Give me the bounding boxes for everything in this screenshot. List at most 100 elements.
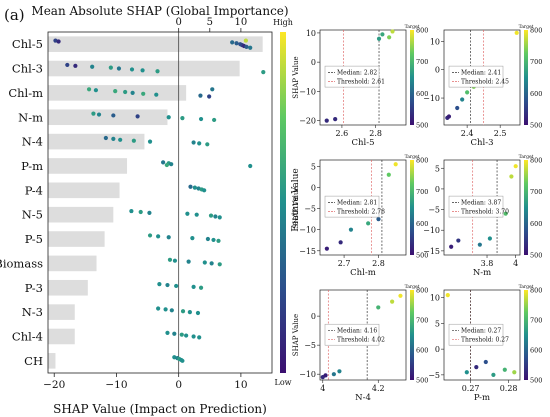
main-colorbar: [280, 32, 286, 373]
dependence-point: [487, 236, 492, 241]
shap-point: [243, 38, 248, 43]
top-tick-label: 5: [207, 17, 213, 28]
panel-colorbar-tick: 800: [416, 157, 428, 165]
x-tick-label: 0.27: [462, 384, 480, 393]
x-tick-label: 2.8: [372, 259, 385, 268]
dependence-point: [398, 293, 403, 298]
shap-point: [96, 112, 102, 117]
dependence-point: [460, 97, 465, 102]
dependence-panel-chl-m: Median: 2.81 Threshold: 2.78 2.7 2.8 −15 −10 −…: [292, 154, 428, 278]
feature-label: N-3: [22, 305, 43, 319]
shap-point: [65, 62, 70, 68]
shap-point: [180, 116, 185, 121]
shap-point: [165, 282, 170, 288]
dependence-point: [514, 30, 519, 35]
y-tick-label: −15: [423, 247, 440, 256]
shap-point: [167, 257, 173, 262]
panel-colorbar-tick: 500: [416, 377, 428, 385]
panel-y-label: SHAP Value: [292, 56, 300, 98]
panel-colorbar-title: Target: [405, 24, 420, 30]
legend-threshold-label: Threshold: 0.27: [461, 337, 509, 344]
y-tick-label: −5: [428, 206, 440, 215]
panel-colorbar-tick: 600: [530, 220, 542, 228]
top-tick-label: 10: [235, 17, 248, 28]
shap-point: [155, 69, 160, 74]
dependence-point: [348, 227, 354, 232]
shap-point: [184, 333, 189, 338]
dependence-point: [331, 372, 336, 377]
legend-box: [448, 323, 504, 346]
colorbar-low-label: Low: [275, 378, 292, 387]
importance-bar: [48, 158, 128, 174]
shap-point: [248, 163, 253, 169]
shap-point: [191, 334, 196, 339]
importance-bar: [48, 182, 120, 199]
panel-colorbar: [410, 290, 414, 380]
panel-colorbar-title: Target: [519, 284, 534, 290]
x-tick-label: −10: [105, 379, 127, 391]
dependence-point: [324, 118, 329, 123]
feature-label: Chl-4: [12, 329, 43, 343]
shap-point: [210, 87, 215, 92]
shap-point: [198, 285, 204, 290]
importance-bar: [48, 231, 105, 247]
shap-point: [118, 137, 123, 142]
shap-point: [73, 63, 78, 68]
shap-point: [209, 261, 214, 266]
dependence-point: [483, 359, 488, 365]
dependence-point: [393, 162, 398, 167]
y-tick-label: 10: [306, 29, 316, 38]
legend-threshold-label: Threshold: 2.45: [461, 79, 509, 86]
shap-point: [93, 88, 99, 93]
importance-bar: [48, 60, 240, 77]
legend-median-label: Median: 0.27: [461, 328, 501, 335]
panel-colorbar-tick: 600: [416, 220, 428, 228]
shap-point: [169, 308, 174, 313]
shap-point: [154, 92, 159, 97]
feature-label: Chl-5: [12, 37, 43, 51]
importance-bar: [48, 353, 56, 369]
shap-point: [195, 310, 201, 316]
shap-point: [129, 208, 134, 214]
feature-label: Chl-3: [12, 62, 43, 76]
feature-label: P-4: [25, 183, 43, 197]
importance-bar: [48, 36, 263, 52]
shap-point: [156, 306, 161, 311]
shap-point: [244, 44, 249, 49]
shap-point: [166, 235, 171, 240]
legend-box: [448, 195, 504, 218]
dependence-panel-n-4: Median: 4.16 Threshold: 4.02 4 4.2 −10 −5 0 N-4…: [292, 284, 428, 403]
panel-colorbar-tick: 800: [530, 27, 542, 35]
panel-colorbar-tick: 500: [530, 377, 542, 385]
importance-bar: [48, 255, 97, 272]
x-tick-label: 2.7: [338, 259, 351, 268]
shap-point: [141, 91, 146, 96]
panel-colorbar-tick: 800: [530, 157, 542, 165]
shap-point: [186, 259, 191, 264]
shap-point: [205, 236, 211, 242]
dependence-point: [512, 370, 517, 375]
colorbar-high-label: High: [273, 18, 293, 27]
x-tick-label: 0.28: [500, 384, 518, 393]
y-tick-label: 0: [435, 345, 440, 354]
shap-point: [56, 39, 61, 44]
shap-point: [166, 115, 171, 120]
shap-point: [179, 332, 184, 337]
shap-point: [174, 283, 179, 289]
dependence-point: [464, 370, 469, 375]
x-tick-label: 2.8: [369, 129, 382, 138]
panel-colorbar-tick: 500: [530, 122, 542, 130]
panel-colorbar-tick: 700: [416, 188, 428, 196]
panel-x-label: Chl-3: [471, 138, 494, 148]
dependence-point: [323, 373, 328, 378]
feature-label: N-m: [18, 110, 43, 124]
legend-box: [448, 65, 504, 88]
dependence-point: [449, 244, 454, 249]
shap-point: [129, 67, 135, 72]
dependence-point: [509, 174, 514, 179]
dependence-panel-chl-5: Median: 2.82 Threshold: 2.61 2.6 2.8 −20 −10 0…: [292, 24, 428, 148]
y-tick-label: −20: [299, 117, 316, 126]
shap-point: [130, 90, 135, 95]
panel-colorbar-tick: 800: [530, 287, 542, 295]
dependence-point: [502, 367, 507, 372]
